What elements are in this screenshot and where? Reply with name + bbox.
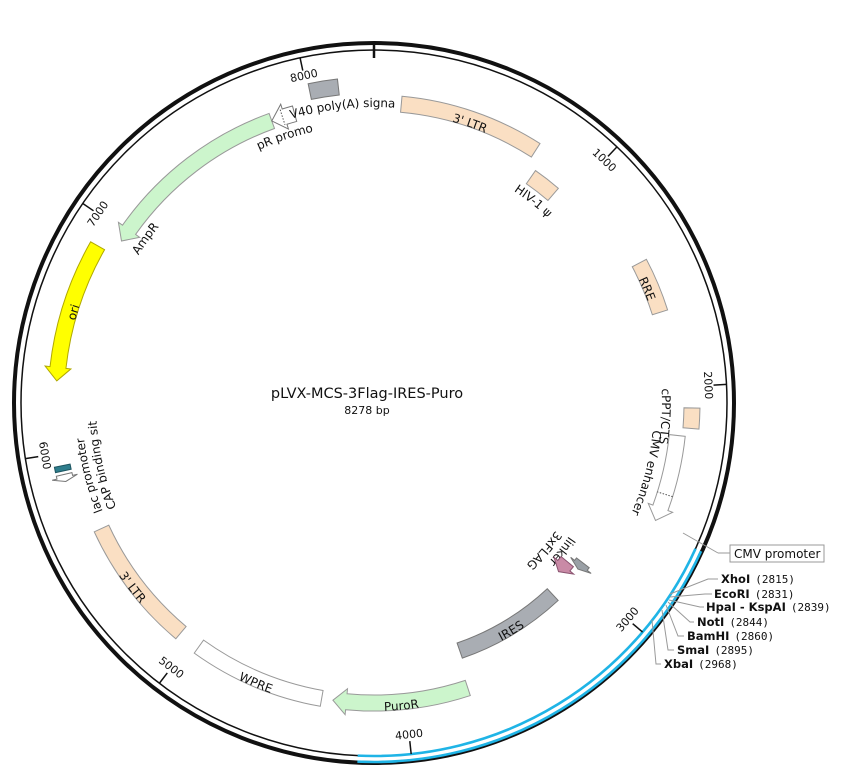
feature-rre[interactable]: RRE bbox=[610, 225, 669, 360]
svg-text:EcoRI(2831): EcoRI (2831) bbox=[714, 587, 794, 601]
feature-ires[interactable]: IRES bbox=[451, 588, 564, 659]
plasmid-name: pLVX-MCS-3Flag-IRES-Puro bbox=[271, 386, 463, 402]
restriction-site-hpai-kspai[interactable]: HpaI - KspAI (2839) bbox=[668, 599, 831, 614]
svg-text:ori: ori bbox=[65, 303, 83, 322]
backbone-outer-ring bbox=[12, 41, 736, 765]
backbone-inner-ring bbox=[20, 49, 728, 757]
svg-text:PuroR: PuroR bbox=[384, 697, 420, 714]
feature-dividers bbox=[279, 109, 673, 498]
restriction-site-xhoi[interactable]: XhoI (2815) bbox=[669, 572, 795, 595]
tick-mark-6000: 6000 bbox=[25, 441, 53, 471]
svg-text:2000: 2000 bbox=[701, 371, 715, 400]
svg-text:7000: 7000 bbox=[85, 199, 112, 229]
feature-divider bbox=[279, 109, 286, 126]
feature-cppt-cts[interactable]: cPPT/CTS bbox=[656, 383, 701, 449]
tick-mark-1000: 1000 bbox=[590, 146, 619, 175]
restriction-site-ecori[interactable]: EcoRI (2831) bbox=[669, 587, 794, 601]
restriction-site-smai[interactable]: SmaI (2895) bbox=[661, 609, 754, 657]
feature-sv40-polya-signal[interactable]: SV40 poly(A) signal bbox=[0, 0, 396, 122]
feature-ampr[interactable]: AmpR bbox=[117, 112, 276, 257]
svg-text:4000: 4000 bbox=[395, 727, 424, 743]
feature-cmv-enhancer[interactable]: CMV enhancer bbox=[629, 420, 686, 524]
feature-wpre[interactable]: WPRE bbox=[190, 639, 329, 707]
cmv-promoter-label: CMV promoter bbox=[734, 547, 821, 561]
restriction-site-bamhi[interactable]: BamHI (2860) bbox=[665, 604, 774, 643]
svg-text:8000: 8000 bbox=[289, 67, 319, 86]
svg-text:XhoI(2815): XhoI (2815) bbox=[721, 572, 795, 586]
restriction-site-noti[interactable]: NotI (2844) bbox=[667, 601, 769, 629]
svg-text:BamHI(2860): BamHI (2860) bbox=[687, 629, 774, 643]
tick-mark-5000: 5000 bbox=[156, 654, 186, 684]
svg-text:3000: 3000 bbox=[614, 605, 642, 635]
feature-hiv-1-psi[interactable]: HIV-1 ψ bbox=[512, 169, 560, 220]
svg-text:cPPT/CTS: cPPT/CTS bbox=[656, 388, 673, 445]
plasmid-size: 8278 bp bbox=[344, 404, 389, 417]
tick-mark-8000: 8000 bbox=[289, 57, 319, 86]
svg-text:5000: 5000 bbox=[156, 654, 186, 681]
tick-mark-4000: 4000 bbox=[395, 727, 424, 755]
svg-text:XbaI(2968): XbaI (2968) bbox=[664, 657, 738, 671]
svg-text:SmaI(2895): SmaI (2895) bbox=[677, 643, 754, 657]
tick-mark-3000: 3000 bbox=[614, 605, 644, 635]
svg-text:6000: 6000 bbox=[36, 441, 53, 471]
tick-mark-7000: 7000 bbox=[82, 199, 112, 229]
feature-puror[interactable]: PuroR bbox=[326, 679, 476, 716]
tick-mark-2000: 2000 bbox=[701, 371, 727, 400]
svg-text:NotI(2844): NotI (2844) bbox=[697, 615, 769, 629]
cmv-promoter-leader bbox=[682, 532, 719, 554]
feature-3-ltr-top[interactable]: 3' LTR bbox=[398, 95, 541, 158]
svg-text:HpaI - KspAI(2839): HpaI - KspAI (2839) bbox=[706, 600, 831, 614]
cmv-promoter-label-box bbox=[729, 544, 825, 563]
feature-ori[interactable]: ori bbox=[43, 241, 106, 390]
restriction-site-xbai[interactable]: XbaI (2968) bbox=[651, 619, 738, 671]
feature-3-ltr-bottom[interactable]: 3' LTR bbox=[93, 522, 187, 642]
svg-text:SV40 poly(A) signal: SV40 poly(A) signal bbox=[0, 0, 396, 122]
feature-divider bbox=[657, 491, 673, 498]
cmv-promoter-callout[interactable]: CMV promoter bbox=[682, 532, 825, 563]
